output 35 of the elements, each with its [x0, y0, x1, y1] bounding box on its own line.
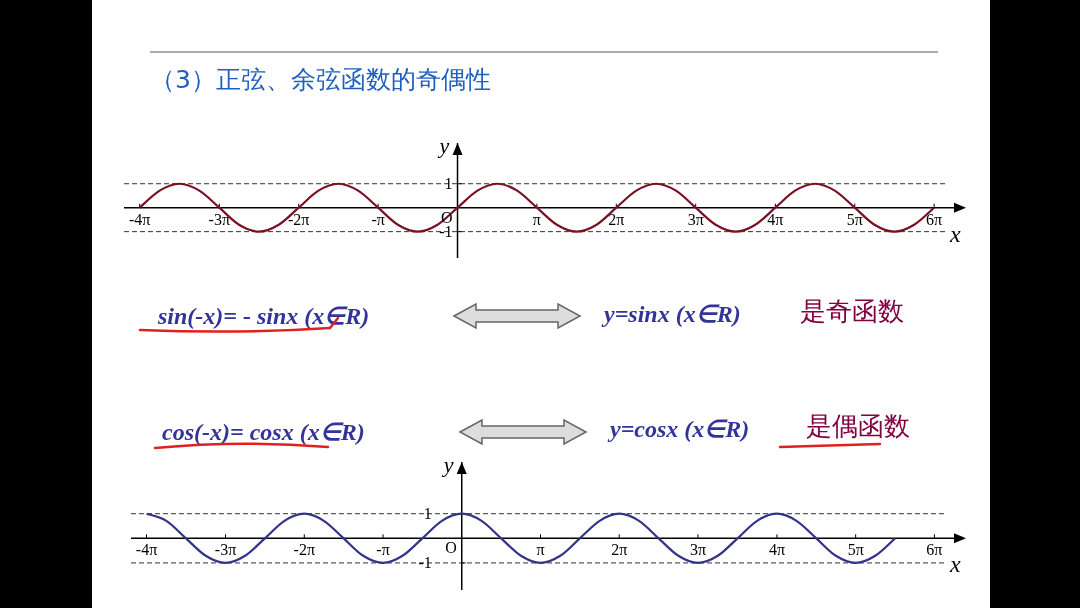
- x-tick-label: -π: [371, 210, 385, 228]
- y-tick-label: -1: [439, 223, 453, 241]
- x-tick-label: 3π: [687, 210, 704, 228]
- annotation: O: [445, 539, 457, 557]
- x-axis-title: x: [949, 551, 961, 578]
- x-tick-label: π: [536, 541, 545, 559]
- x-tick-label: 5π: [847, 541, 864, 559]
- x-tick-label: π: [532, 210, 541, 228]
- x-tick-label: 4π: [767, 210, 784, 228]
- y-axis-title: y: [441, 452, 454, 477]
- x-tick-label: -2π: [288, 210, 310, 228]
- x-tick-label: -4π: [135, 541, 158, 559]
- text: 是偶函数: [806, 411, 910, 441]
- y-tick-label: 1: [444, 175, 453, 193]
- x-tick-label: -3π: [214, 541, 237, 559]
- x-tick-label: 6π: [926, 210, 943, 228]
- text: y=sinx (x∈R): [601, 301, 741, 327]
- x-tick-label: 2π: [608, 210, 625, 228]
- x-tick-label: 6π: [926, 541, 943, 559]
- chart-title: （3）正弦、余弦函数的奇偶性: [150, 65, 491, 94]
- x-tick-label: 3π: [689, 541, 706, 559]
- text: y=cosx (x∈R): [607, 416, 750, 442]
- x-axis-title: x: [949, 220, 961, 247]
- x-tick-label: 4π: [768, 541, 785, 559]
- x-tick-label: 5π: [846, 210, 863, 228]
- y-axis-title: y: [437, 133, 450, 158]
- y-tick-label: -1: [418, 554, 432, 572]
- x-tick-label: 2π: [611, 541, 628, 559]
- text: cos(-x)= cosx (x∈R): [162, 419, 365, 445]
- x-tick-label: -2π: [293, 541, 315, 559]
- x-tick-label: -3π: [208, 210, 231, 228]
- text: sin(-x)= - sinx (x∈R): [157, 303, 370, 329]
- text: 是奇函数: [800, 296, 904, 326]
- x-tick-label: -π: [376, 541, 390, 559]
- x-tick-label: -4π: [128, 210, 151, 228]
